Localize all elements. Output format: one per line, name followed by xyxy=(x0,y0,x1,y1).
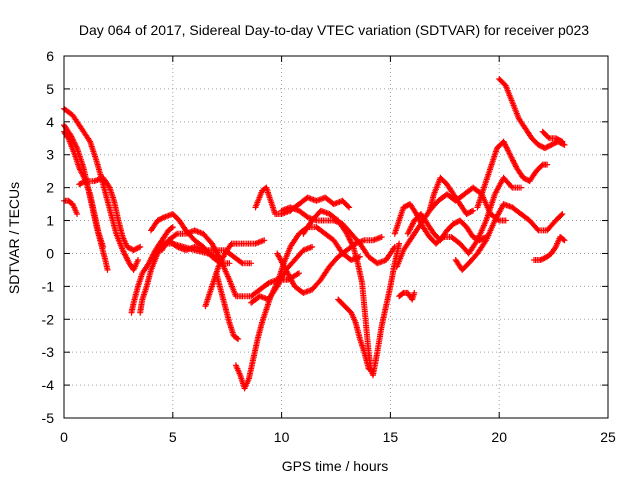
data-layer xyxy=(61,76,568,392)
chart-title: Day 064 of 2017, Sidereal Day-to-day VTE… xyxy=(79,22,589,38)
data-marker-trace xyxy=(404,211,490,244)
y-tick-label: 0 xyxy=(46,245,54,261)
tick-layer: 0 5 10 15 20 25 -5 -4 -3 -2 -1 0 1 2 3 4 5 6 xyxy=(42,48,616,445)
data-marker-trace xyxy=(531,234,568,263)
data-marker-trace xyxy=(474,138,551,211)
data-series xyxy=(452,201,566,273)
data-series xyxy=(300,207,403,379)
data-series xyxy=(426,174,477,217)
data-marker-trace xyxy=(76,174,144,254)
data-marker-trace xyxy=(335,296,376,375)
data-series xyxy=(496,76,568,152)
data-series xyxy=(213,270,242,342)
data-series xyxy=(396,289,418,303)
y-tick-label: 1 xyxy=(46,213,54,229)
x-tick-label: 0 xyxy=(60,429,68,445)
x-tick-label: 20 xyxy=(491,429,507,445)
data-marker-trace xyxy=(539,128,566,145)
y-tick-label: -4 xyxy=(42,377,55,393)
y-tick-label: -2 xyxy=(42,311,55,327)
data-series xyxy=(335,296,376,375)
data-marker-trace xyxy=(452,201,566,273)
y-tick-label: 5 xyxy=(46,81,54,97)
data-marker-trace xyxy=(300,207,403,379)
y-tick-label: 2 xyxy=(46,180,54,196)
data-marker-trace xyxy=(496,76,568,152)
y-tick-label: 4 xyxy=(46,114,54,130)
data-marker-trace xyxy=(396,289,418,303)
data-series xyxy=(76,174,144,254)
data-series xyxy=(531,234,568,263)
x-axis-label: GPS time / hours xyxy=(282,458,389,474)
y-axis-label: SDTVAR / TECUs xyxy=(6,182,22,294)
y-tick-label: -3 xyxy=(42,344,55,360)
data-series xyxy=(404,211,490,244)
data-marker-trace xyxy=(128,224,176,316)
data-series xyxy=(148,211,233,267)
y-tick-label: 3 xyxy=(46,147,54,163)
y-tick-label: 6 xyxy=(46,48,54,64)
data-marker-trace xyxy=(213,270,242,342)
x-tick-label: 15 xyxy=(383,429,399,445)
y-tick-label: -5 xyxy=(42,410,55,426)
data-series xyxy=(252,184,353,217)
data-series xyxy=(128,224,176,316)
data-marker-trace xyxy=(252,184,353,217)
x-tick-label: 10 xyxy=(274,429,290,445)
x-tick-label: 25 xyxy=(600,429,616,445)
data-series xyxy=(474,138,551,211)
data-series xyxy=(539,128,566,145)
data-marker-trace xyxy=(426,174,477,217)
x-tick-label: 5 xyxy=(169,429,177,445)
y-tick-label: -1 xyxy=(42,278,55,294)
plot-frame xyxy=(63,55,609,419)
data-marker-trace xyxy=(148,211,233,267)
data-series xyxy=(248,243,316,306)
data-marker-trace xyxy=(248,243,316,306)
